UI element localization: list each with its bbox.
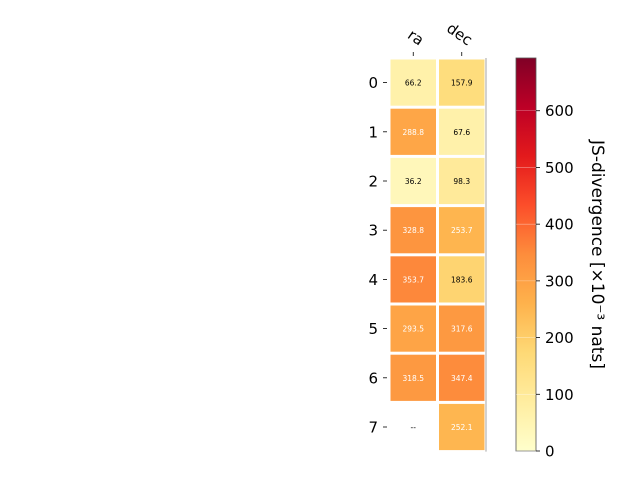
heatmap-cell-0-0 [390,59,436,106]
col-label-0: ra [404,26,427,50]
heatmap-cell-1-0 [390,108,436,155]
colorbar-tick-label-0: 0 [545,443,555,461]
colorbar-bar [515,57,537,452]
colorbar-tick-label-2: 200 [545,329,574,347]
cell-label-7-0: -- [411,423,417,432]
cell-label-5-1: 317.6 [451,325,473,334]
heatmap-cell-4-1 [439,256,485,303]
heatmap-cell-2-0 [390,157,436,205]
colorbar: 0 100 200 300 400 500 600 JS-divergence [×10⁻³ … [515,57,607,461]
colorbar-tick-label-5: 500 [545,159,574,177]
row-label-7: 7 [368,419,378,437]
colorbar-tick-label-1: 100 [545,386,574,404]
cell-label-1-1: 67.6 [453,128,470,137]
cell-label-2-1: 98.3 [453,177,470,186]
cell-label-3-0: 328.8 [403,226,425,235]
cell-label-5-0: 293.5 [403,325,425,334]
cell-label-3-1: 253.7 [451,226,473,235]
heatmap-cell-7-1 [439,403,485,451]
colorbar-tick-label-4: 400 [545,216,574,234]
cell-label-6-0: 318.5 [403,374,425,383]
heatmap-cell-5-0 [390,305,436,352]
cell-label-2-0: 36.2 [405,177,422,186]
cell-label-0-0: 66.2 [405,79,422,88]
row-label-2: 2 [368,173,378,191]
colorbar-tick-label-3: 300 [545,272,574,290]
heatmap-cell-6-0 [390,354,436,401]
row-label-1: 1 [368,123,378,141]
heatmap-cell-2-1 [439,157,485,205]
row-label-4: 4 [368,271,378,289]
cell-label-0-1: 157.9 [451,79,473,88]
cell-label-7-1: 252.1 [451,423,473,432]
colorbar-label: JS-divergence [×10⁻³ nats] [587,139,607,369]
colorbar-tick-label-6: 600 [545,102,574,120]
cell-label-4-0: 353.7 [403,275,425,284]
heatmap-cell-4-0 [390,256,436,303]
row-labels: 0 1 2 3 4 5 6 7 [368,74,387,437]
row-label-5: 5 [368,320,378,338]
col-label-1: dec [443,19,475,49]
row-label-6: 6 [368,369,378,387]
heatmap-cell-0-1 [439,59,485,106]
row-label-0: 0 [368,74,378,92]
cell-label-1-0: 288.8 [403,128,425,137]
heatmap-cell-1-1 [439,108,485,155]
cell-label-6-1: 347.4 [451,374,473,383]
heatmap-cell-6-1 [439,354,485,401]
heatmap-cell-3-0 [390,207,436,254]
row-label-3: 3 [368,222,378,240]
column-labels: ra dec [404,19,476,56]
heatmap-cell-3-1 [439,207,485,254]
cell-label-4-1: 183.6 [451,275,473,284]
heatmap-cells: 66.2 157.9 288.8 67.6 36.2 98.3 328.8 253.7 353.… [390,58,487,452]
heatmap-cell-5-1 [439,305,485,352]
